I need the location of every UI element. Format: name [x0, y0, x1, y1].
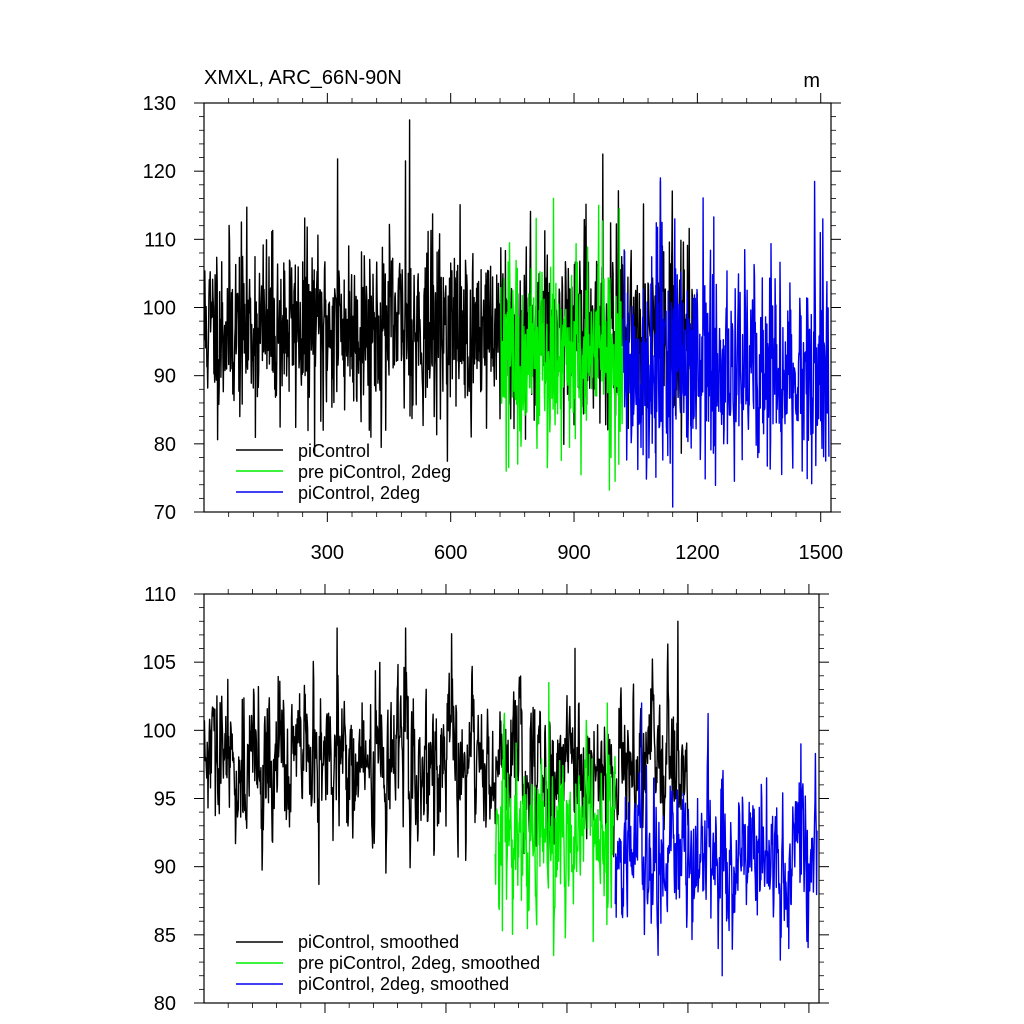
y-tick-label: 80 — [154, 434, 176, 456]
y-tick-label: 100 — [143, 298, 176, 320]
y-tick-label: 80 — [154, 993, 176, 1015]
chart-title: XMXL, ARC_66N-90N — [204, 67, 402, 89]
y-tick-label: 85 — [154, 925, 176, 947]
y-tick-label: 90 — [154, 857, 176, 879]
y-tick-label: 120 — [143, 161, 176, 183]
legend-bottom: piControl, smoothed pre piControl, 2deg,… — [236, 932, 540, 994]
legend-label-pre-piControl-2deg-smoothed: pre piControl, 2deg, smoothed — [298, 953, 540, 973]
y-tick-label: 70 — [154, 502, 176, 524]
series-lines-bottom — [203, 620, 818, 977]
x-tick-label: 1500 — [798, 542, 843, 564]
y-tick-label: 90 — [154, 366, 176, 388]
axes-top: 70 80 90 100 110 120 130 300 600 900 1200 1500 — [143, 93, 843, 564]
legend-label-piControl: piControl — [298, 441, 370, 461]
x-tick-label: 600 — [434, 542, 467, 564]
legend-label-piControl-2deg: piControl, 2deg — [298, 483, 420, 503]
series-line-picontrol-2deg-smoothed — [614, 702, 818, 977]
bottom-panel: 80 85 90 95 100 105 110 piControl, smoothed pr… — [143, 584, 829, 1015]
plot-frame-bottom — [203, 593, 820, 1004]
series-line-picontrol-smoothed — [203, 620, 689, 886]
y-tick-label: 105 — [143, 652, 176, 674]
y-tick-label: 110 — [144, 229, 176, 251]
x-tick-label: 300 — [311, 542, 344, 564]
x-tick-label: 900 — [557, 542, 590, 564]
y-tick-label: 130 — [143, 93, 176, 115]
series-line-picontrol-2deg — [622, 177, 830, 508]
legend-label-piControl-2deg-smoothed: piControl, 2deg, smoothed — [298, 974, 509, 994]
y-tick-label: 95 — [154, 789, 176, 811]
x-tick-label: 1200 — [675, 542, 720, 564]
axes-bottom: 80 85 90 95 100 105 110 — [143, 584, 829, 1015]
legend-label-piControl-smoothed: piControl, smoothed — [298, 932, 459, 952]
legend-label-pre-piControl-2deg: pre piControl, 2deg — [298, 462, 451, 482]
series-lines-top — [203, 119, 830, 508]
y-tick-label: 100 — [143, 720, 176, 742]
series-line-pre-picontrol-2deg — [500, 197, 625, 491]
units-label: m — [803, 70, 820, 92]
series-line-pre-picontrol-2deg-smoothed — [494, 681, 616, 957]
legend-top: piControl pre piControl, 2deg piControl,… — [236, 441, 451, 503]
y-tick-label: 110 — [144, 584, 176, 606]
top-panel: XMXL, ARC_66N-90N m 70 80 90 100 110 120 130 30… — [143, 67, 843, 564]
